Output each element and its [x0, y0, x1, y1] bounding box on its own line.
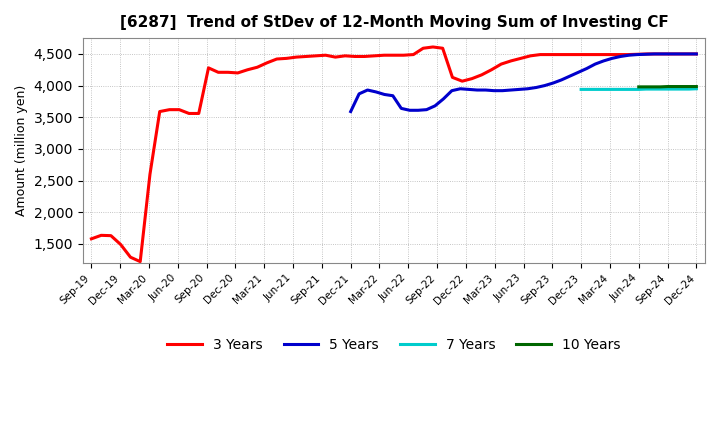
5 Years: [675, 51, 684, 57]
5 Years: [616, 54, 625, 59]
7 Years: [598, 87, 607, 92]
7 Years: [663, 86, 672, 92]
5 Years: [608, 56, 616, 61]
7 Years: [685, 86, 693, 92]
5 Years: [523, 86, 532, 92]
5 Years: [667, 51, 675, 57]
7 Years: [692, 86, 701, 92]
5 Years: [650, 51, 659, 57]
10 Years: [678, 84, 686, 89]
7 Years: [620, 87, 629, 92]
5 Years: [692, 51, 701, 57]
3 Years: [380, 52, 389, 58]
10 Years: [634, 84, 643, 89]
5 Years: [490, 88, 498, 93]
5 Years: [633, 52, 642, 57]
5 Years: [431, 103, 439, 109]
3 Years: [526, 53, 535, 59]
10 Years: [642, 84, 650, 89]
3 Years: [263, 60, 271, 66]
5 Years: [346, 109, 355, 114]
5 Years: [599, 58, 608, 63]
7 Years: [577, 87, 585, 92]
5 Years: [414, 108, 423, 113]
7 Years: [606, 87, 614, 92]
7 Years: [613, 87, 621, 92]
3 Years: [683, 51, 691, 57]
7 Years: [591, 87, 600, 92]
5 Years: [448, 88, 456, 93]
5 Years: [405, 108, 414, 113]
10 Years: [649, 84, 657, 89]
7 Years: [656, 86, 665, 92]
5 Years: [456, 86, 464, 92]
5 Years: [683, 51, 692, 57]
5 Years: [591, 62, 600, 67]
7 Years: [649, 86, 657, 92]
10 Years: [663, 84, 672, 89]
5 Years: [642, 51, 650, 57]
5 Years: [372, 89, 380, 95]
3 Years: [136, 259, 145, 264]
Title: [6287]  Trend of StDev of 12-Month Moving Sum of Investing CF: [6287] Trend of StDev of 12-Month Moving…: [120, 15, 668, 30]
Line: 3 Years: 3 Years: [91, 47, 696, 262]
5 Years: [574, 70, 582, 75]
5 Years: [557, 77, 566, 83]
5 Years: [498, 88, 507, 93]
5 Years: [380, 92, 389, 97]
5 Years: [481, 88, 490, 93]
5 Years: [582, 66, 591, 71]
Line: 5 Years: 5 Years: [351, 54, 696, 112]
5 Years: [422, 107, 431, 112]
10 Years: [670, 84, 679, 89]
3 Years: [282, 56, 291, 61]
Legend: 3 Years, 5 Years, 7 Years, 10 Years: 3 Years, 5 Years, 7 Years, 10 Years: [162, 333, 626, 358]
7 Years: [627, 87, 636, 92]
5 Years: [397, 106, 405, 111]
3 Years: [428, 44, 437, 50]
7 Years: [584, 87, 593, 92]
10 Years: [692, 84, 701, 89]
3 Years: [87, 236, 96, 242]
7 Years: [670, 86, 679, 92]
5 Years: [464, 87, 473, 92]
5 Years: [507, 88, 516, 93]
5 Years: [515, 87, 523, 92]
Y-axis label: Amount (million yen): Amount (million yen): [15, 85, 28, 216]
7 Years: [642, 86, 650, 92]
5 Years: [389, 93, 397, 99]
5 Years: [439, 96, 448, 102]
10 Years: [685, 84, 693, 89]
7 Years: [678, 86, 686, 92]
3 Years: [400, 52, 408, 58]
5 Years: [363, 88, 372, 93]
5 Years: [355, 91, 364, 96]
3 Years: [692, 51, 701, 57]
7 Years: [634, 87, 643, 92]
5 Years: [549, 81, 557, 86]
5 Years: [566, 73, 575, 79]
10 Years: [656, 84, 665, 89]
5 Years: [540, 83, 549, 88]
5 Years: [658, 51, 667, 57]
5 Years: [473, 88, 482, 93]
5 Years: [532, 85, 541, 90]
5 Years: [624, 52, 633, 58]
